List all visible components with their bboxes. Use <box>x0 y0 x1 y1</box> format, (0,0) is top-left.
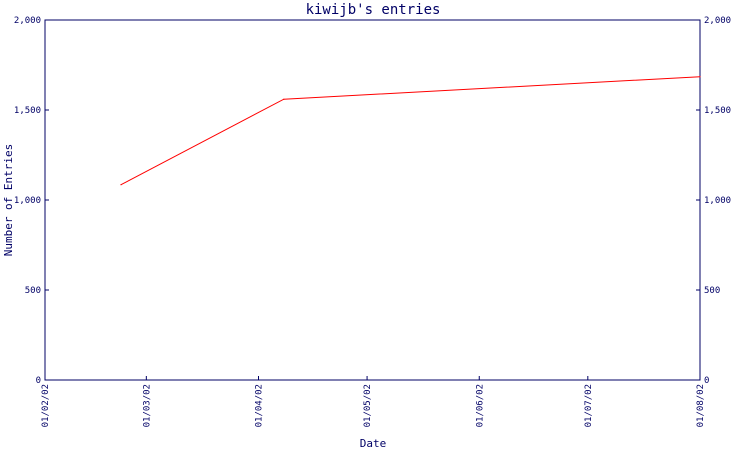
x-tick-label: 01/06/02 <box>475 384 485 427</box>
y-tick-labels-right: 0 500 1,000 1,500 2,000 <box>704 16 731 386</box>
chart-title: kiwijb's entries <box>306 2 441 18</box>
y-tick-label-left: 2,000 <box>14 16 41 26</box>
y-tick-label-left: 0 <box>36 376 41 386</box>
y-tick-label-right: 2,000 <box>704 16 731 26</box>
series-line <box>120 76 701 186</box>
x-tick-label: 01/03/02 <box>142 384 152 427</box>
plot-area <box>44 19 701 381</box>
y-tick-label-right: 0 <box>704 376 709 386</box>
x-axis-label: Date <box>360 437 387 450</box>
x-tick-label: 01/07/02 <box>584 384 594 427</box>
x-tick-label: 01/08/02 <box>696 384 706 427</box>
y-tick-label-left: 1,000 <box>14 196 41 206</box>
tick-marks <box>44 19 701 381</box>
y-tick-label-left: 500 <box>25 286 41 296</box>
data-point <box>699 76 701 78</box>
data-point <box>120 184 122 186</box>
x-tick-label: 01/02/02 <box>41 384 51 427</box>
y-tick-label-right: 1,500 <box>704 106 731 116</box>
data-point <box>283 98 285 100</box>
y-axis-label: Number of Entries <box>2 144 15 257</box>
y-tick-labels-left: 0 500 1,000 1,500 2,000 <box>14 16 41 386</box>
y-tick-label-left: 1,500 <box>14 106 41 116</box>
y-tick-label-right: 1,000 <box>704 196 731 206</box>
x-tick-label: 01/05/02 <box>363 384 373 427</box>
y-tick-label-right: 500 <box>704 286 720 296</box>
x-tick-label: 01/04/02 <box>255 384 265 427</box>
x-tick-labels: 01/02/02 01/03/02 01/04/02 01/05/02 01/06/02… <box>41 384 706 427</box>
series-group <box>120 76 701 186</box>
